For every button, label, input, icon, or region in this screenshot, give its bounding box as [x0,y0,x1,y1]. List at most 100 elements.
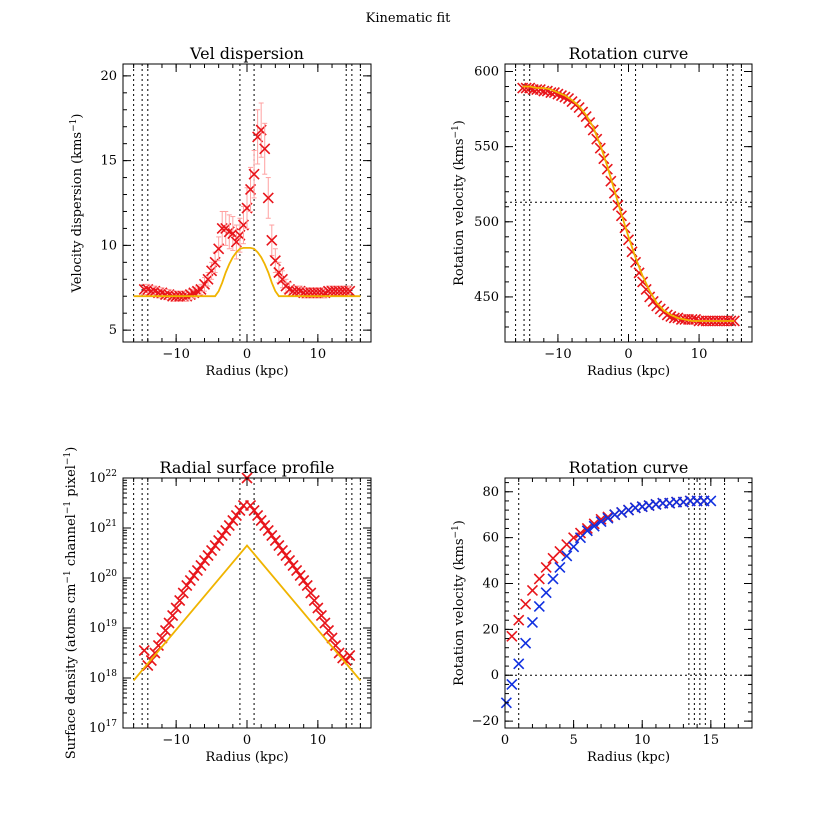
data-point-x-marker [206,544,218,557]
data-point-x-marker [594,142,606,154]
data-point-x-marker [526,584,539,596]
x-tick-label: −10 [162,733,189,748]
data-point-x-marker [312,602,324,614]
data-point-x-marker [202,549,214,562]
data-point-x-marker [609,509,621,521]
data-point-x-marker [568,541,580,553]
x-tick-label: 0 [243,733,251,748]
y-tick-exponent: 21 [106,519,117,529]
data-point-x-marker [223,519,235,532]
x-tick-label: 0 [501,733,509,748]
data-point-x-marker [540,561,552,574]
data-point-x-marker [216,529,228,542]
y-tick-exponent: 18 [106,669,118,679]
data-point-x-marker [248,168,260,180]
data-point-x-marker [252,509,264,522]
x-tick-label: 0 [624,347,632,362]
data-point-x-marker [181,579,193,592]
data-point-x-marker [167,609,179,622]
data-point-x-marker [255,514,267,527]
data-point-x-marker [581,522,593,535]
data-point-x-marker [506,678,518,690]
y-tick-exponent: 17 [106,719,118,729]
data-point-x-marker [220,524,232,537]
data-point-x-marker [574,527,587,539]
data-point-x-marker [533,573,545,585]
x-axis-label: Radius (kpc) [205,364,288,379]
data-point-x-marker [269,534,281,547]
x-tick-label: −10 [544,347,571,362]
y-tick-label: 20 [100,69,117,84]
data-point-x-marker [276,544,288,557]
x-tick-label: 10 [310,347,327,362]
data-point-x-marker [163,617,175,629]
data-point-x-marker [520,637,532,649]
data-point-x-marker [259,143,271,155]
data-point-x-marker [513,658,525,670]
data-point-x-marker [637,276,649,288]
y-label-sup: −1 [69,119,79,132]
data-point-x-marker [184,574,196,587]
data-point-x-marker [213,534,225,547]
data-point-x-marker [308,594,320,607]
data-point-x-marker [294,569,306,582]
data-point-x-marker [554,561,566,574]
x-tick-label: 0 [243,347,251,362]
y-label-sup: −1 [451,525,461,538]
y-tick-label: 1021 [89,519,117,536]
panel-title: Vel dispersion [189,44,304,63]
y-tick-label: 5 [109,323,117,338]
data-point-x-marker [273,539,285,552]
data-point-x-marker [152,639,164,652]
plot-frame [122,477,372,729]
data-point-x-marker [248,504,260,517]
panel-title: Rotation curve [569,458,689,477]
data-point-x-marker [598,153,610,165]
y-label-end: ) [452,120,467,125]
y-label-end: ) [452,520,467,525]
data-point-x-marker [595,516,607,528]
data-point-x-marker [198,554,211,567]
data-point-x-marker [191,564,203,577]
y-axis-label: Rotation velocity (kms−1) [451,520,467,686]
y-axis-label: Surface density (atoms cm−1 channel−1 pi… [63,447,79,760]
data-point-x-marker [244,499,257,512]
y-tick-base: 10 [89,671,106,686]
data-point-x-marker [602,512,614,524]
data-point-x-marker [234,504,246,517]
model-curve-line [132,544,362,682]
x-axis-label: Radius (kpc) [587,364,670,379]
data-point-x-marker [540,587,552,599]
y-tick-base: 10 [89,521,106,536]
y-label-end: ) [70,114,85,119]
data-point-x-marker [661,309,673,321]
y-label-sup3: −1 [63,452,73,465]
x-tick-label: 15 [703,733,720,748]
y-tick-label: 15 [100,154,117,169]
y-tick-base: 10 [89,571,106,586]
data-point-x-marker [301,579,313,592]
y-tick-label: 1020 [89,569,117,586]
plot-frame [504,63,753,343]
data-point-x-marker [547,573,559,585]
data-point-x-marker [326,632,338,644]
y-tick-label: 40 [482,577,499,592]
y-tick-label: 1022 [89,469,117,486]
data-point-x-marker [280,549,292,562]
data-point-x-marker [287,559,299,572]
x-axis-label: Radius (kpc) [205,750,288,765]
data-point-x-marker [533,600,545,613]
y-label-main: Rotation velocity (kms [452,138,467,285]
y-tick-label: 500 [474,215,499,230]
y-label-main: Rotation velocity (kms [452,538,467,685]
y-tick-label: 450 [474,290,499,305]
data-point-x-marker [622,504,635,516]
y-tick-label: 550 [474,140,499,155]
data-point-x-marker [262,524,274,537]
y-label-mid2: pixel [64,465,79,501]
data-point-x-marker [159,624,172,637]
data-point-x-marker [340,654,352,667]
data-point-x-marker [262,192,274,204]
